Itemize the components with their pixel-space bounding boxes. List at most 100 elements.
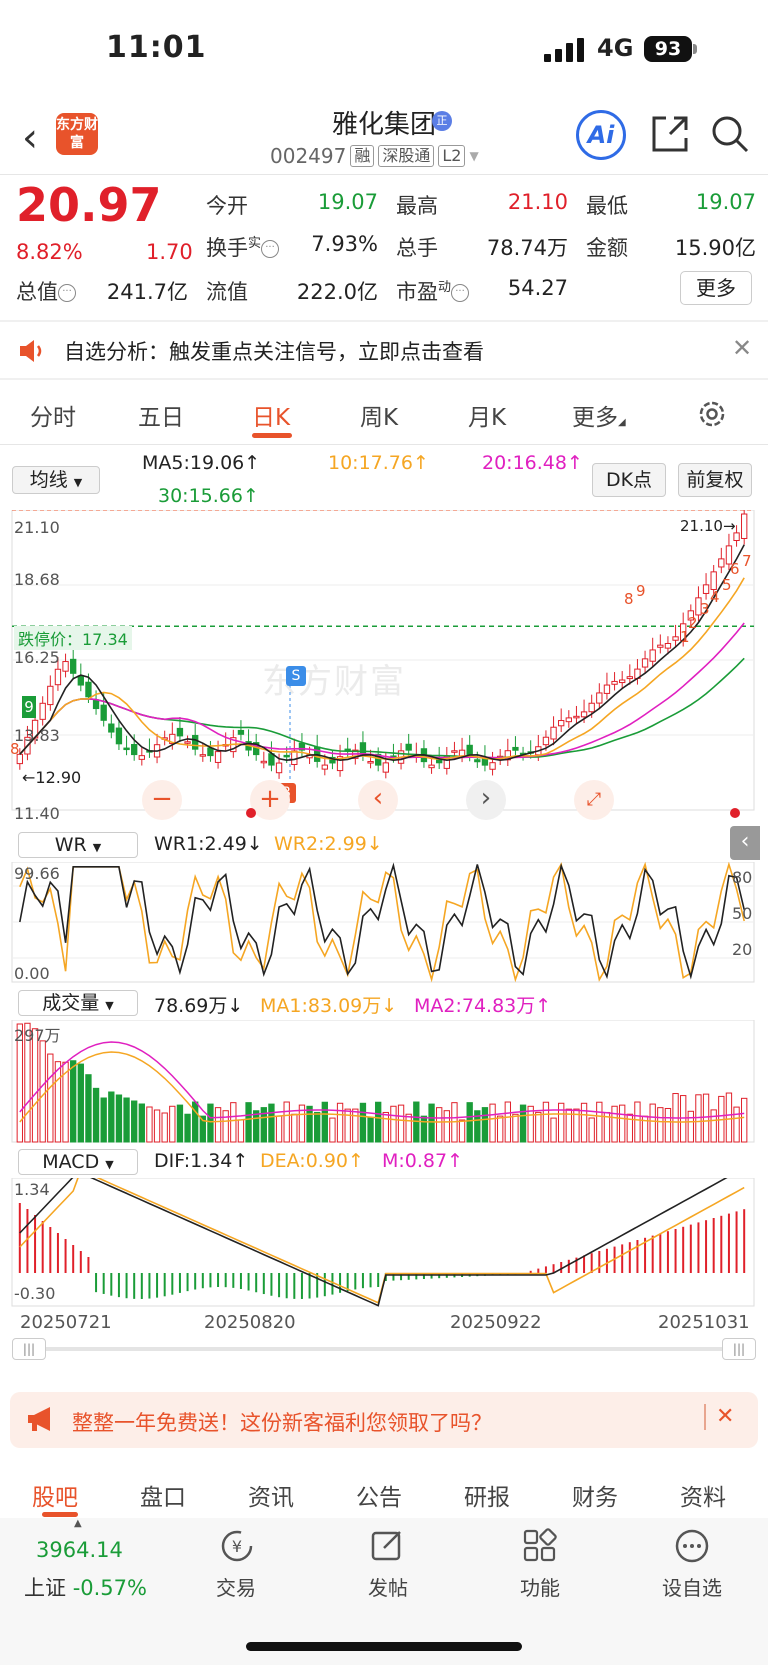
candle-body [641,658,649,668]
tab-research[interactable]: 研报 [464,1485,510,1511]
volume-value: 78.74万 [486,236,568,260]
volume-bar [321,1101,328,1143]
low-label: 最低 [586,194,628,218]
divider [704,1404,706,1430]
volume-bar [573,1108,580,1143]
volume-current: 78.69万↓ [154,995,244,1017]
tab-profile[interactable]: 资料 [680,1485,726,1511]
tab-five-day[interactable]: 五日 [138,405,184,431]
divider [0,174,768,175]
low-value: 19.07 [695,190,756,214]
candle-body [695,597,702,616]
close-icon[interactable]: ✕ [716,1404,735,1429]
sell-signal-marker[interactable]: S [286,666,306,686]
dk-point-button[interactable]: DK点 [592,463,666,497]
zoom-in-button[interactable]: + [250,780,290,820]
stock-name: 雅化集团 [331,110,436,140]
battery-tip [693,44,697,54]
turnover-label[interactable]: 换手实 ··· [206,232,280,262]
tab-weekly-k[interactable]: 周K [360,405,399,431]
volume-bar [741,1097,748,1143]
candle-body [619,679,626,684]
side-collapse-button[interactable]: ‹ [730,826,760,860]
tab-announcements[interactable]: 公告 [356,1485,402,1511]
volume-bar [92,1087,100,1143]
candle-body [92,699,100,710]
share-icon[interactable] [650,114,690,154]
battery-icon: 93 [644,36,692,62]
y-axis-bottom: 11.40 [14,804,60,823]
volume-bar [176,1104,184,1143]
tab-news[interactable]: 资讯 [248,1485,294,1511]
tab-more[interactable]: 更多◢ [572,405,626,431]
wr-level-50: 50 [732,904,753,923]
candle-body [466,744,473,756]
indicator-select[interactable]: 均线 ▼ [12,466,100,494]
volume-select[interactable]: 成交量 ▼ [18,990,138,1016]
fullscreen-button[interactable]: ⤢ [574,780,614,820]
volume-bar [695,1094,702,1143]
settings-icon[interactable] [696,398,728,430]
volume-bar [184,1113,191,1143]
post-icon [371,1531,401,1561]
tab-intraday[interactable]: 分时 [30,405,76,431]
volume-bar [283,1101,290,1143]
candle-body [596,692,603,704]
tab-order-book[interactable]: 盘口 [140,1485,186,1511]
range-handle-right[interactable]: ||| [722,1338,756,1360]
candle-body [573,715,580,719]
change-amount: 1.70 [146,240,193,264]
macd-select[interactable]: MACD ▼ [18,1149,138,1175]
ai-button[interactable]: Ai [576,110,626,160]
volume-bar [489,1103,496,1143]
mcap-label[interactable]: 总值 ··· [16,276,76,306]
volume-bar [260,1107,267,1143]
candle-body [131,744,138,756]
index-value[interactable]: 3964.14 [36,1538,123,1562]
nav-post[interactable]: 发帖 [368,1576,408,1600]
volume-bar [169,1105,176,1143]
nav-trade[interactable]: 交易 [216,1576,256,1600]
stock-code-row[interactable]: 002497 融 深股通 L2 ▼ [270,144,479,168]
pan-right-button[interactable]: › [466,780,506,820]
wr-level-20: 20 [732,940,753,959]
candle-body [512,746,519,751]
pan-left-button[interactable]: ‹ [358,780,398,820]
candle-body [184,741,191,744]
promo-text[interactable]: 整整一年免费送！这份新客福利您领取了吗？ [72,1411,492,1435]
divider [0,444,768,445]
volume-bar [268,1103,275,1143]
volume-bar [123,1097,130,1143]
pe-label[interactable]: 市盈动 ··· [396,276,470,306]
volume-bar [504,1101,511,1143]
nav-functions[interactable]: 功能 [520,1576,560,1600]
volume-bar [634,1101,641,1143]
promo-banner[interactable] [10,1392,758,1448]
wr-select[interactable]: WR ▼ [18,832,138,858]
nav-add-watchlist[interactable]: 设自选 [662,1576,722,1600]
volume-bar [214,1107,222,1143]
tab-finance[interactable]: 财务 [572,1485,618,1511]
more-button[interactable]: 更多 [680,271,752,305]
range-scrollbar[interactable] [12,1347,756,1351]
volume-bar [329,1117,336,1143]
volume-label: 总手 [396,236,438,260]
svg-text:¥: ¥ [232,1537,242,1556]
index-row[interactable]: 上证 -0.57% [24,1576,147,1600]
search-icon[interactable] [710,114,750,154]
alert-banner-text[interactable]: 自选分析：触发重点关注信号，立即点击查看 [64,340,484,364]
back-button[interactable]: ‹ [22,115,38,161]
adjust-button[interactable]: 前复权 [678,463,752,497]
caret-up-icon: ▲ [74,1518,82,1529]
high-value: 21.10 [507,190,568,214]
volume-bar [138,1103,145,1143]
zoom-out-button[interactable]: − [142,780,182,820]
tab-daily-k[interactable]: 日K [252,405,291,431]
macd-m: M:0.87↑ [382,1150,464,1172]
range-handle-left[interactable]: ||| [12,1338,46,1360]
close-icon[interactable]: ✕ [732,334,753,362]
tab-guba[interactable]: 股吧 [32,1485,78,1511]
tab-monthly-k[interactable]: 月K [468,405,507,431]
ma30-value: 30:15.66↑ [158,485,259,507]
